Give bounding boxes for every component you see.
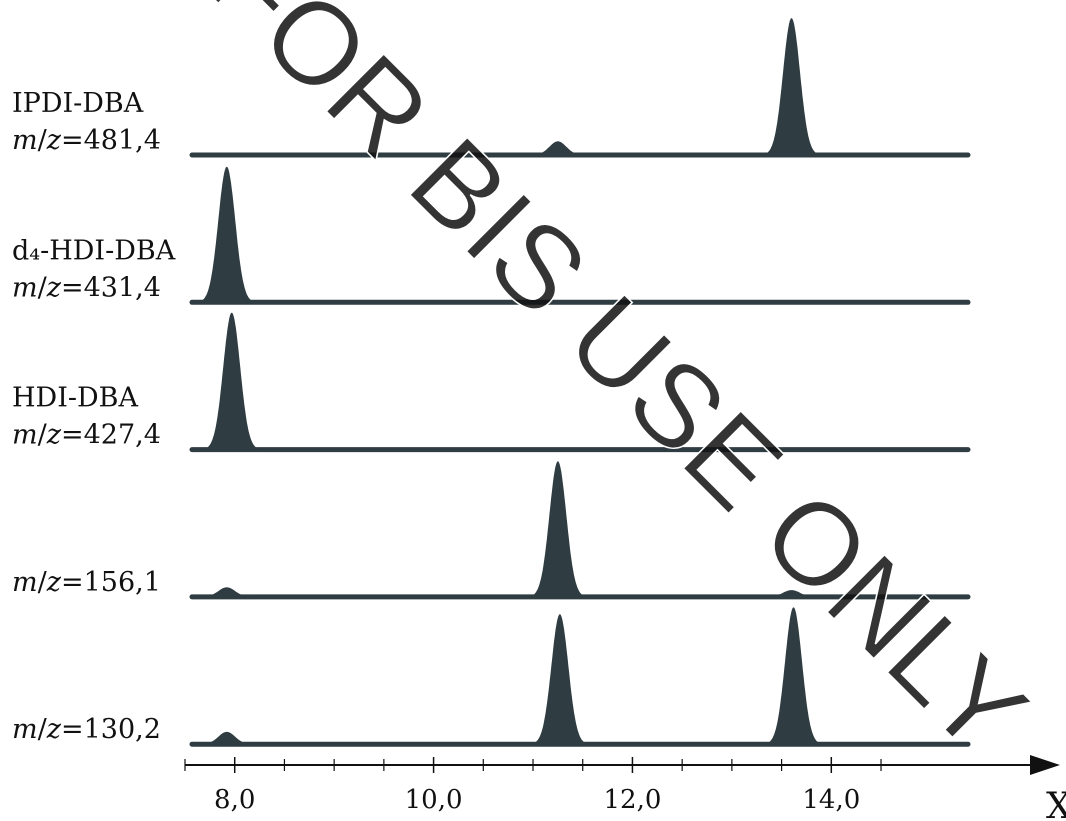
peak [197,312,266,450]
peak [759,607,828,745]
peak [193,587,261,597]
x-tick-label: 12,0 [603,785,661,815]
x-tick-label: 10,0 [405,785,463,815]
trace-name: HDI-DBA [12,383,138,414]
peak [193,731,261,745]
trace-mz: m/z=481,4 [12,125,161,156]
trace-mz: m/z=431,4 [12,272,161,303]
trace-name: IPDI-DBA [12,88,144,119]
x-tick-label: 8,0 [214,785,255,815]
x-axis-label: X [1046,786,1066,821]
peak [526,614,594,745]
trace-mz: m/z=156,1 [12,567,161,598]
peak [524,141,592,155]
x-axis-arrow [1030,755,1060,775]
peak [524,461,592,597]
watermark: FOR BIS USE ONLY [185,0,1051,780]
peak [757,18,826,155]
trace-name: d₄-HDI-DBA [12,235,176,266]
trace-mz: m/z=130,2 [12,714,161,745]
x-tick-label: 14,0 [802,785,860,815]
peak [757,590,826,597]
trace-mz: m/z=427,4 [12,420,161,451]
peak [193,166,261,303]
